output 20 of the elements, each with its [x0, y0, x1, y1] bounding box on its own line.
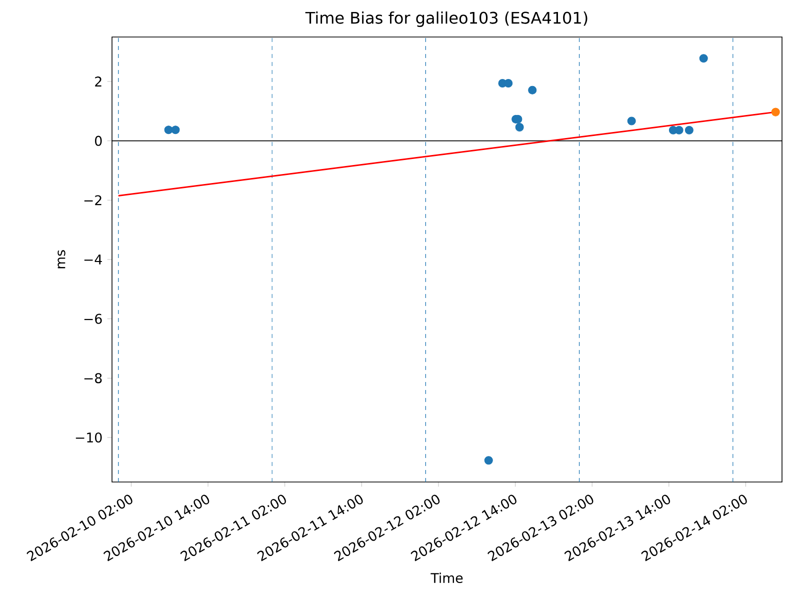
point — [171, 126, 180, 134]
chart-title: Time Bias for galileo103 (ESA4101) — [305, 11, 588, 27]
y-tick-label: 0 — [95, 136, 102, 146]
y-axis-title: ms — [58, 250, 66, 268]
point — [771, 108, 780, 116]
y-tick-label: −10 — [76, 432, 102, 443]
point — [164, 126, 173, 134]
point — [484, 456, 493, 465]
point — [684, 126, 694, 134]
x-axis-title: Time — [430, 572, 463, 584]
y-tick-label: −6 — [84, 314, 102, 324]
y-tick-label: −4 — [84, 254, 102, 264]
y-tick-label: −8 — [84, 373, 102, 384]
point — [627, 116, 636, 126]
y-tick-label: −2 — [84, 195, 102, 206]
point — [515, 122, 524, 132]
point — [528, 86, 537, 94]
y-tick-label: 2 — [95, 76, 102, 86]
point — [504, 79, 513, 88]
point — [699, 54, 708, 63]
